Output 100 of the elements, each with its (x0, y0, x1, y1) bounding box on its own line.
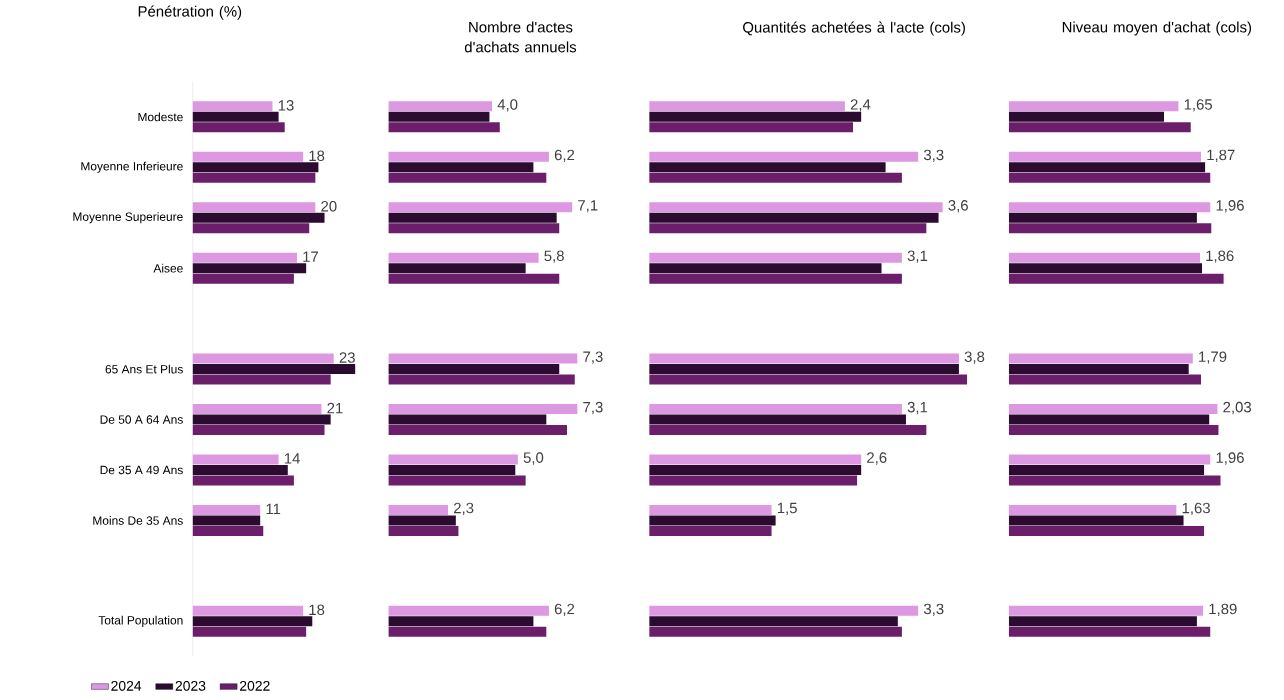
bar (192, 273, 294, 284)
bar (1008, 162, 1206, 173)
data-label: 2,6 (867, 452, 887, 465)
bar (388, 403, 578, 414)
bar (192, 605, 304, 616)
bar (388, 202, 573, 213)
bar (649, 111, 862, 122)
bar (649, 626, 902, 637)
bar (649, 101, 845, 112)
bar (388, 504, 449, 515)
bar (388, 122, 500, 133)
bar (192, 101, 273, 112)
bar (192, 414, 331, 425)
bar (649, 475, 858, 486)
data-label: 1,96 (1216, 199, 1244, 213)
y-tick-label: Moins De 35 Ans (93, 515, 183, 525)
data-label: 3,8 (964, 351, 985, 364)
bar (192, 454, 279, 465)
data-label: 3,3 (923, 149, 944, 162)
bar (192, 202, 316, 213)
bar (388, 101, 493, 112)
bar (192, 504, 261, 515)
chart-title: Pénétration (%) (138, 5, 242, 20)
bar (1008, 122, 1191, 133)
bar (649, 151, 919, 162)
data-label: 23 (339, 352, 355, 363)
data-label: 18 (309, 150, 325, 161)
y-tick-label: Moyenne Inferieure (81, 161, 183, 173)
bar (388, 223, 560, 234)
bar (388, 263, 526, 274)
bar (388, 414, 547, 425)
bar (649, 273, 902, 284)
data-label: 20 (321, 200, 337, 212)
bar (192, 263, 307, 274)
bar (649, 263, 882, 274)
bar (388, 424, 567, 435)
data-label: 1,89 (1209, 603, 1237, 616)
bar (192, 626, 307, 637)
data-label: 11 (266, 503, 281, 514)
data-label: 1,65 (1184, 99, 1213, 112)
bar (192, 525, 264, 536)
bar (192, 475, 294, 486)
bar (192, 353, 334, 364)
bar (192, 223, 310, 234)
bar (388, 212, 557, 223)
bar (192, 252, 297, 263)
bar (1008, 353, 1193, 364)
bar (1008, 626, 1211, 637)
bar (192, 515, 261, 526)
chart-title: Quantités achetées à l'acte (cols) (743, 21, 965, 36)
bar (192, 616, 313, 627)
bar (388, 525, 459, 536)
y-tick-label: 65 Ans Et Plus (105, 364, 183, 374)
bar (1008, 454, 1211, 465)
data-label: 2,03 (1223, 401, 1252, 415)
bar (192, 162, 319, 173)
bar (1008, 172, 1211, 183)
bar (388, 151, 549, 162)
data-label: 13 (278, 99, 294, 111)
bar (1008, 273, 1224, 284)
bar (649, 223, 927, 234)
bar (388, 172, 547, 183)
bar (1008, 111, 1165, 122)
data-label: 6,2 (554, 149, 575, 162)
bar (1008, 403, 1218, 414)
bar (388, 616, 534, 627)
bar (649, 515, 776, 526)
bar (1008, 223, 1212, 234)
y-tick-label: De 35 A 49 Ans (100, 465, 183, 475)
legend-label: 2022 (240, 680, 270, 691)
bar (649, 464, 862, 475)
bar (1008, 504, 1177, 515)
bar (1008, 424, 1219, 435)
bar (192, 151, 304, 162)
data-label: 1,5 (777, 502, 797, 515)
bar (1008, 202, 1211, 213)
data-label: 3,6 (948, 199, 968, 213)
bar (1008, 464, 1205, 475)
y-tick-label: De 50 A 64 Ans (100, 415, 183, 424)
bar (649, 122, 854, 133)
data-label: 2,3 (454, 502, 474, 515)
bar (1008, 363, 1189, 374)
bar (1008, 525, 1205, 536)
bar (1008, 515, 1184, 526)
bar (649, 374, 968, 385)
bar (649, 414, 906, 425)
bar (649, 454, 862, 465)
bar (192, 172, 316, 183)
bar (1008, 151, 1201, 162)
data-label: 1,87 (1207, 149, 1235, 162)
bar (649, 172, 902, 183)
legend-label: 2023 (175, 680, 206, 691)
bar (388, 515, 456, 526)
bar (649, 353, 959, 364)
bar (649, 252, 902, 263)
bar (649, 525, 772, 536)
bar (388, 252, 539, 263)
y-tick-label: Moyenne Superieure (73, 212, 183, 224)
bar (388, 273, 560, 284)
data-label: 7,1 (578, 200, 598, 213)
